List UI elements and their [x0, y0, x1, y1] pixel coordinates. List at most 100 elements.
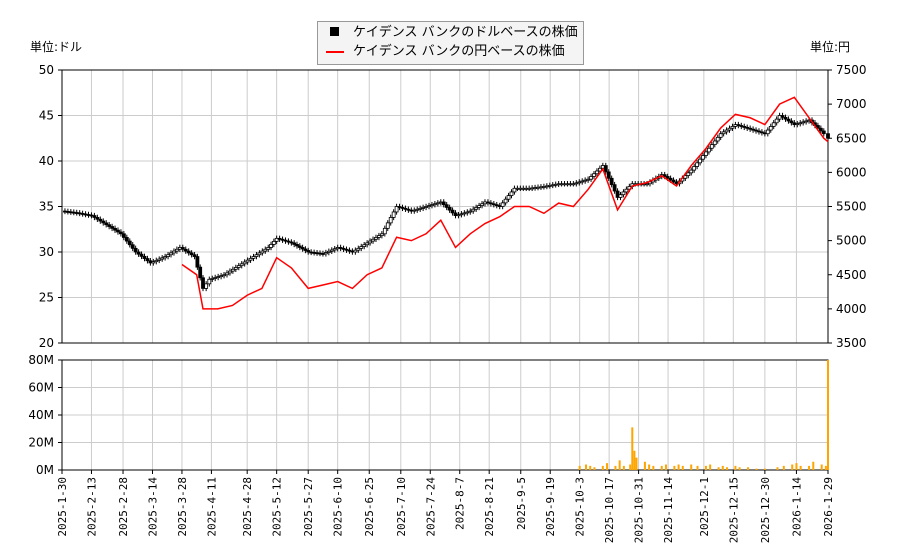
x-tick-label: 2026-1-14 [790, 477, 803, 537]
candle [689, 169, 694, 174]
candle [198, 266, 203, 279]
candle [724, 129, 729, 133]
candle [248, 257, 253, 261]
candle [297, 245, 302, 248]
candle [727, 127, 732, 131]
candle [468, 210, 473, 213]
candle [394, 206, 399, 213]
candle [201, 277, 205, 289]
candle [415, 208, 420, 211]
candle [512, 187, 517, 193]
volume-bar [633, 450, 636, 470]
candle [306, 250, 311, 253]
candle [580, 180, 585, 183]
candle [145, 258, 150, 262]
candle [441, 201, 446, 206]
x-tick-label: 2025-3-28 [176, 477, 189, 537]
volume-bar [629, 464, 632, 470]
candle [174, 248, 179, 252]
candle [471, 208, 476, 212]
x-tick-label: 2025-12-1 [698, 477, 711, 537]
candle [374, 237, 378, 240]
volume-bar [776, 467, 779, 470]
legend-item-jpy: ケイデンス バンクの円ベースの株価 [326, 42, 565, 62]
candle [671, 179, 676, 183]
candle [757, 130, 761, 133]
candle [403, 207, 408, 210]
volume-bar [589, 465, 592, 470]
candle [801, 121, 806, 124]
x-tick-label: 2025-8-21 [483, 477, 496, 537]
x-tick-label: 2025-1-30 [56, 477, 69, 537]
left-tick-label: 25 [39, 291, 54, 305]
candle [477, 205, 481, 208]
legend-swatch-black [330, 27, 339, 36]
candle [183, 248, 188, 252]
candle [736, 124, 741, 126]
candle [121, 233, 126, 238]
volume-tick-label: 60M [28, 381, 54, 395]
volume-bar [593, 467, 596, 470]
candle [233, 267, 238, 270]
volume-bar [660, 465, 663, 470]
yen-price-line [181, 96, 829, 310]
candle [592, 173, 596, 177]
legend-item-usd: ケイデンス バンクのドルベースの株価 [326, 23, 578, 43]
x-tick-label: 2026-1-29 [822, 477, 835, 537]
volume-bar [812, 461, 815, 470]
x-tick-label: 2025-12-15 [727, 477, 740, 543]
candle [207, 278, 212, 285]
candle [172, 250, 176, 254]
left-tick-label: 20 [39, 336, 54, 350]
candle [292, 242, 297, 245]
candle [169, 252, 173, 256]
volume-bar [824, 465, 827, 470]
candle [219, 275, 223, 278]
x-tick-label: 2025-2-28 [117, 477, 130, 537]
candle [130, 244, 135, 249]
candle [242, 261, 247, 265]
volume-bar [664, 464, 667, 470]
legend-label: ケイデンス バンクの円ベースの株価 [353, 44, 565, 59]
candle [704, 151, 708, 156]
candle [379, 233, 384, 237]
candle [216, 276, 221, 278]
candle [486, 201, 490, 204]
x-tick-label: 2025-8-7 [454, 477, 467, 530]
candle [113, 227, 117, 231]
candle [453, 212, 458, 216]
candle [754, 129, 758, 132]
candle [444, 204, 449, 208]
volume-bar [763, 468, 766, 470]
candle [180, 247, 185, 250]
candle [341, 247, 346, 250]
candle [368, 240, 372, 244]
candle [430, 204, 434, 207]
candle [435, 202, 440, 205]
candle [323, 252, 328, 255]
candle [397, 206, 402, 208]
x-tick-label: 2025-6-10 [332, 477, 345, 537]
candle [421, 207, 426, 209]
candle [110, 226, 114, 229]
legend-swatch-red [326, 50, 344, 53]
candle [612, 184, 617, 192]
candle [577, 181, 582, 184]
candle [692, 166, 697, 171]
x-tick-label: 2025-3-14 [146, 477, 159, 537]
x-tick-label: 2025-4-11 [205, 477, 218, 537]
volume-bar [606, 463, 609, 470]
volume-bar [747, 467, 750, 470]
candle [804, 120, 809, 123]
left-tick-label: 40 [39, 154, 54, 168]
candle [101, 220, 106, 224]
candle [157, 258, 162, 261]
volume-bar [709, 464, 712, 470]
candle [574, 182, 579, 185]
candle [160, 257, 165, 260]
candle [326, 250, 331, 253]
right-tick-label: 7000 [836, 97, 867, 111]
left-tick-label: 50 [39, 63, 54, 77]
candle [603, 165, 608, 173]
